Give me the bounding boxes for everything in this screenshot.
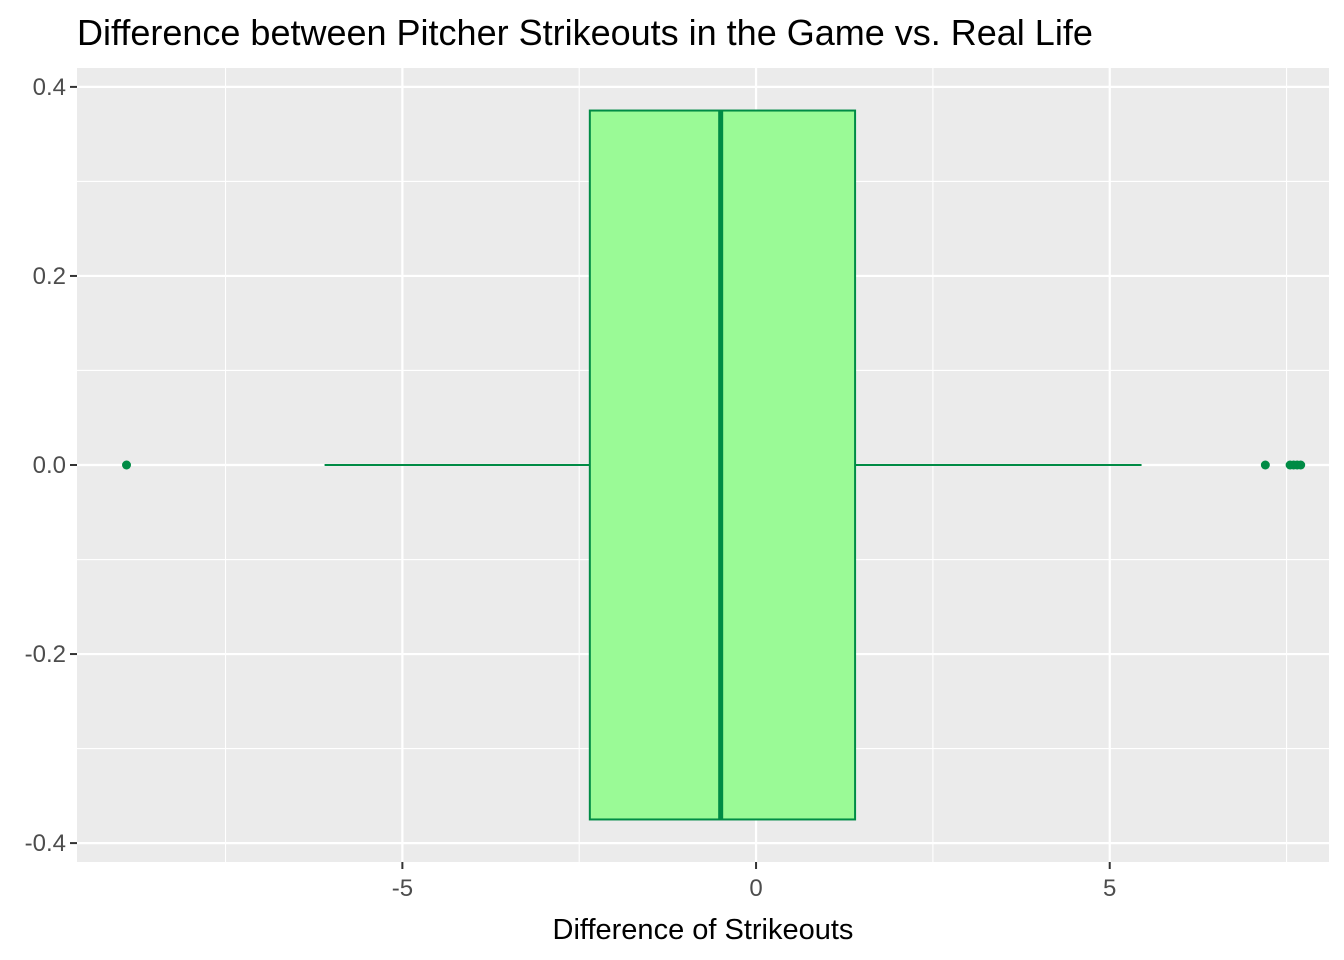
y-tick-label: -0.2 [25, 641, 66, 668]
y-tick-label: 0.4 [33, 74, 66, 101]
x-tick-label: 0 [749, 875, 762, 902]
x-tick-label: -5 [392, 875, 413, 902]
y-tick-label: -0.4 [25, 830, 66, 857]
x-axis: -5 0 5 [392, 862, 1116, 902]
outlier-point [1296, 460, 1306, 470]
boxplot [122, 109, 1306, 821]
y-axis: -0.4 -0.2 0.0 0.2 0.4 [25, 74, 77, 857]
y-tick-label: 0.0 [33, 452, 66, 479]
x-tick-label: 5 [1103, 875, 1116, 902]
outlier-point [1260, 460, 1270, 470]
y-tick-label: 0.2 [33, 263, 66, 290]
chart-title: Difference between Pitcher Strikeouts in… [77, 12, 1093, 53]
outlier-point [122, 460, 132, 470]
x-axis-title: Difference of Strikeouts [553, 914, 854, 946]
